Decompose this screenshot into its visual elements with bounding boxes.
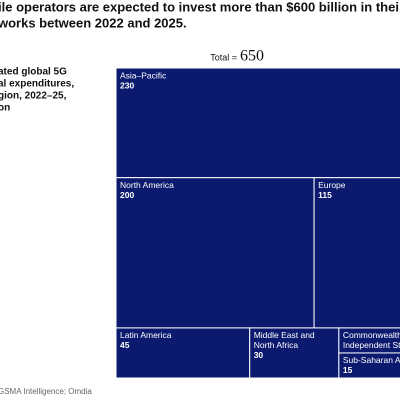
treemap-cell <box>313 177 400 329</box>
subtitle-line: al expenditures, <box>0 79 74 90</box>
cell-label: Independent Sta <box>343 340 400 350</box>
cell-label: Commonwealth o <box>343 330 400 340</box>
cell-value: 45 <box>120 340 130 350</box>
cell-value: 200 <box>120 190 134 200</box>
cell-value: 115 <box>318 190 332 200</box>
source: GSMA Intelligence; Omdia <box>0 387 92 396</box>
cell-label: North Africa <box>254 340 299 350</box>
cell-value: 30 <box>254 350 264 360</box>
cell-value: 230 <box>120 80 134 90</box>
treemap-cell <box>115 67 400 179</box>
cell-value: 15 <box>343 365 353 375</box>
title-line: ile operators are expected to invest mor… <box>0 0 399 14</box>
cell-label: North America <box>120 180 174 190</box>
treemap-cell <box>115 327 251 379</box>
title-line: works between 2022 and 2025. <box>0 15 187 30</box>
treemap-cell <box>338 352 400 379</box>
subtitle-line: on <box>0 103 10 114</box>
cell-label: Latin America <box>120 330 172 340</box>
subtitle-line: ated global 5G <box>0 67 67 78</box>
cell-label: Europe <box>318 180 346 190</box>
treemap-cell <box>249 327 340 379</box>
total-label: Total = <box>210 52 237 62</box>
subtitle-line: gion, 2022–25, <box>0 91 67 102</box>
treemap-cell <box>115 177 315 329</box>
total-value: 650 <box>240 48 264 65</box>
cell-label: Middle East and <box>254 330 315 340</box>
cell-label: Sub-Saharan Afr <box>343 355 400 365</box>
cell-label: Asia–Pacific <box>120 70 167 80</box>
